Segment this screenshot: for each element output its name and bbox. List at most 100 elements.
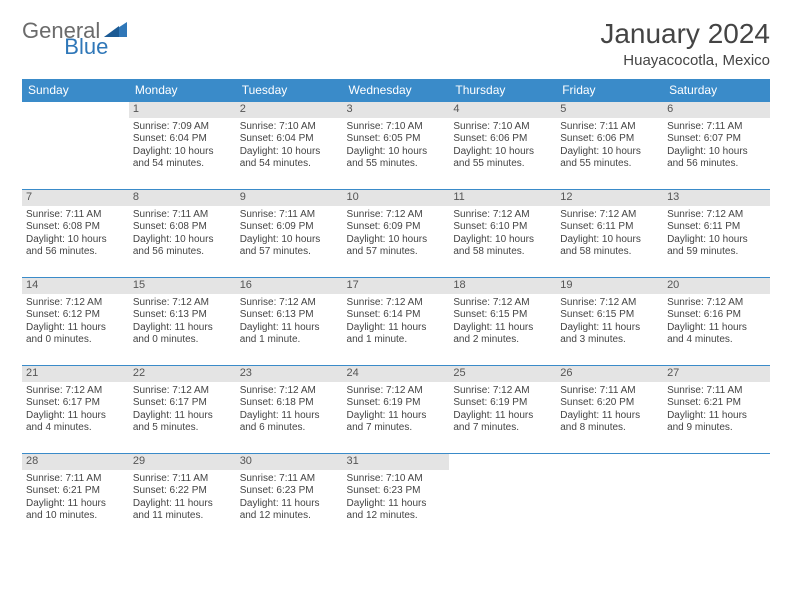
sunrise-line: Sunrise: 7:12 AM [240, 297, 339, 310]
daylight-line: Daylight: 10 hours and 56 minutes. [667, 146, 766, 171]
daylight-line: Daylight: 11 hours and 7 minutes. [453, 410, 552, 435]
day-number: 24 [343, 366, 450, 382]
sunset-line: Sunset: 6:07 PM [667, 133, 766, 146]
calendar-header-row: SundayMondayTuesdayWednesdayThursdayFrid… [22, 79, 770, 102]
calendar-cell: 5Sunrise: 7:11 AMSunset: 6:06 PMDaylight… [556, 102, 663, 190]
daylight-line: Daylight: 10 hours and 55 minutes. [560, 146, 659, 171]
sunset-line: Sunset: 6:21 PM [667, 397, 766, 410]
calendar-cell: 9Sunrise: 7:11 AMSunset: 6:09 PMDaylight… [236, 190, 343, 278]
calendar-cell: 16Sunrise: 7:12 AMSunset: 6:13 PMDayligh… [236, 278, 343, 366]
day-number: 9 [236, 190, 343, 206]
day-number: 17 [343, 278, 450, 294]
sunrise-line: Sunrise: 7:12 AM [26, 297, 125, 310]
day-number: 28 [22, 454, 129, 470]
day-number: 30 [236, 454, 343, 470]
sunset-line: Sunset: 6:04 PM [133, 133, 232, 146]
sunset-line: Sunset: 6:08 PM [133, 221, 232, 234]
day-number: 8 [129, 190, 236, 206]
sunset-line: Sunset: 6:20 PM [560, 397, 659, 410]
daylight-line: Daylight: 11 hours and 2 minutes. [453, 322, 552, 347]
sunrise-line: Sunrise: 7:12 AM [667, 209, 766, 222]
calendar-cell: 11Sunrise: 7:12 AMSunset: 6:10 PMDayligh… [449, 190, 556, 278]
day-number: 12 [556, 190, 663, 206]
logo-text-blue: Blue [64, 34, 108, 60]
daylight-line: Daylight: 11 hours and 12 minutes. [347, 498, 446, 523]
day-number: 21 [22, 366, 129, 382]
weekday-header: Sunday [22, 79, 129, 102]
calendar-cell: 21Sunrise: 7:12 AMSunset: 6:17 PMDayligh… [22, 366, 129, 454]
day-number: 11 [449, 190, 556, 206]
sunset-line: Sunset: 6:09 PM [240, 221, 339, 234]
daylight-line: Daylight: 10 hours and 55 minutes. [453, 146, 552, 171]
sunset-line: Sunset: 6:12 PM [26, 309, 125, 322]
sunset-line: Sunset: 6:13 PM [240, 309, 339, 322]
daylight-line: Daylight: 11 hours and 7 minutes. [347, 410, 446, 435]
weekday-header: Monday [129, 79, 236, 102]
sunrise-line: Sunrise: 7:12 AM [560, 297, 659, 310]
sunrise-line: Sunrise: 7:12 AM [240, 385, 339, 398]
sunrise-line: Sunrise: 7:12 AM [453, 209, 552, 222]
day-number: 18 [449, 278, 556, 294]
calendar-cell: 7Sunrise: 7:11 AMSunset: 6:08 PMDaylight… [22, 190, 129, 278]
daylight-line: Daylight: 11 hours and 8 minutes. [560, 410, 659, 435]
daylight-line: Daylight: 11 hours and 1 minute. [347, 322, 446, 347]
calendar-cell-empty [556, 454, 663, 542]
sunset-line: Sunset: 6:06 PM [453, 133, 552, 146]
calendar-cell: 14Sunrise: 7:12 AMSunset: 6:12 PMDayligh… [22, 278, 129, 366]
daylight-line: Daylight: 11 hours and 4 minutes. [667, 322, 766, 347]
sunset-line: Sunset: 6:19 PM [453, 397, 552, 410]
day-number: 3 [343, 102, 450, 118]
logo: General Blue [22, 18, 176, 44]
sunset-line: Sunset: 6:11 PM [667, 221, 766, 234]
day-number: 15 [129, 278, 236, 294]
calendar-body: 1Sunrise: 7:09 AMSunset: 6:04 PMDaylight… [22, 102, 770, 542]
sunrise-line: Sunrise: 7:11 AM [240, 473, 339, 486]
weekday-header: Thursday [449, 79, 556, 102]
sunset-line: Sunset: 6:19 PM [347, 397, 446, 410]
sunset-line: Sunset: 6:17 PM [26, 397, 125, 410]
calendar-cell: 3Sunrise: 7:10 AMSunset: 6:05 PMDaylight… [343, 102, 450, 190]
calendar-cell-empty [22, 102, 129, 190]
day-number: 5 [556, 102, 663, 118]
location: Huayacocotla, Mexico [600, 52, 770, 69]
daylight-line: Daylight: 10 hours and 55 minutes. [347, 146, 446, 171]
day-number: 22 [129, 366, 236, 382]
day-number: 10 [343, 190, 450, 206]
daylight-line: Daylight: 10 hours and 54 minutes. [240, 146, 339, 171]
sunrise-line: Sunrise: 7:10 AM [240, 121, 339, 134]
daylight-line: Daylight: 11 hours and 6 minutes. [240, 410, 339, 435]
weekday-header: Saturday [663, 79, 770, 102]
calendar-cell: 13Sunrise: 7:12 AMSunset: 6:11 PMDayligh… [663, 190, 770, 278]
sunrise-line: Sunrise: 7:11 AM [133, 473, 232, 486]
calendar-cell: 29Sunrise: 7:11 AMSunset: 6:22 PMDayligh… [129, 454, 236, 542]
daylight-line: Daylight: 11 hours and 10 minutes. [26, 498, 125, 523]
sunrise-line: Sunrise: 7:12 AM [26, 385, 125, 398]
daylight-line: Daylight: 11 hours and 3 minutes. [560, 322, 659, 347]
calendar-row: 21Sunrise: 7:12 AMSunset: 6:17 PMDayligh… [22, 366, 770, 454]
day-number: 27 [663, 366, 770, 382]
daylight-line: Daylight: 11 hours and 0 minutes. [26, 322, 125, 347]
sunrise-line: Sunrise: 7:12 AM [453, 385, 552, 398]
day-number: 31 [343, 454, 450, 470]
day-number: 7 [22, 190, 129, 206]
sunset-line: Sunset: 6:15 PM [560, 309, 659, 322]
sunset-line: Sunset: 6:04 PM [240, 133, 339, 146]
calendar-row: 7Sunrise: 7:11 AMSunset: 6:08 PMDaylight… [22, 190, 770, 278]
day-number: 2 [236, 102, 343, 118]
sunrise-line: Sunrise: 7:11 AM [26, 473, 125, 486]
weekday-header: Tuesday [236, 79, 343, 102]
calendar-cell: 25Sunrise: 7:12 AMSunset: 6:19 PMDayligh… [449, 366, 556, 454]
day-number: 4 [449, 102, 556, 118]
day-number: 19 [556, 278, 663, 294]
daylight-line: Daylight: 11 hours and 1 minute. [240, 322, 339, 347]
calendar-cell: 22Sunrise: 7:12 AMSunset: 6:17 PMDayligh… [129, 366, 236, 454]
calendar-cell-empty [449, 454, 556, 542]
calendar-row: 1Sunrise: 7:09 AMSunset: 6:04 PMDaylight… [22, 102, 770, 190]
day-number: 6 [663, 102, 770, 118]
sunrise-line: Sunrise: 7:11 AM [667, 121, 766, 134]
day-number: 29 [129, 454, 236, 470]
title-block: January 2024 Huayacocotla, Mexico [600, 18, 770, 69]
sunrise-line: Sunrise: 7:12 AM [560, 209, 659, 222]
calendar-row: 28Sunrise: 7:11 AMSunset: 6:21 PMDayligh… [22, 454, 770, 542]
sunset-line: Sunset: 6:16 PM [667, 309, 766, 322]
